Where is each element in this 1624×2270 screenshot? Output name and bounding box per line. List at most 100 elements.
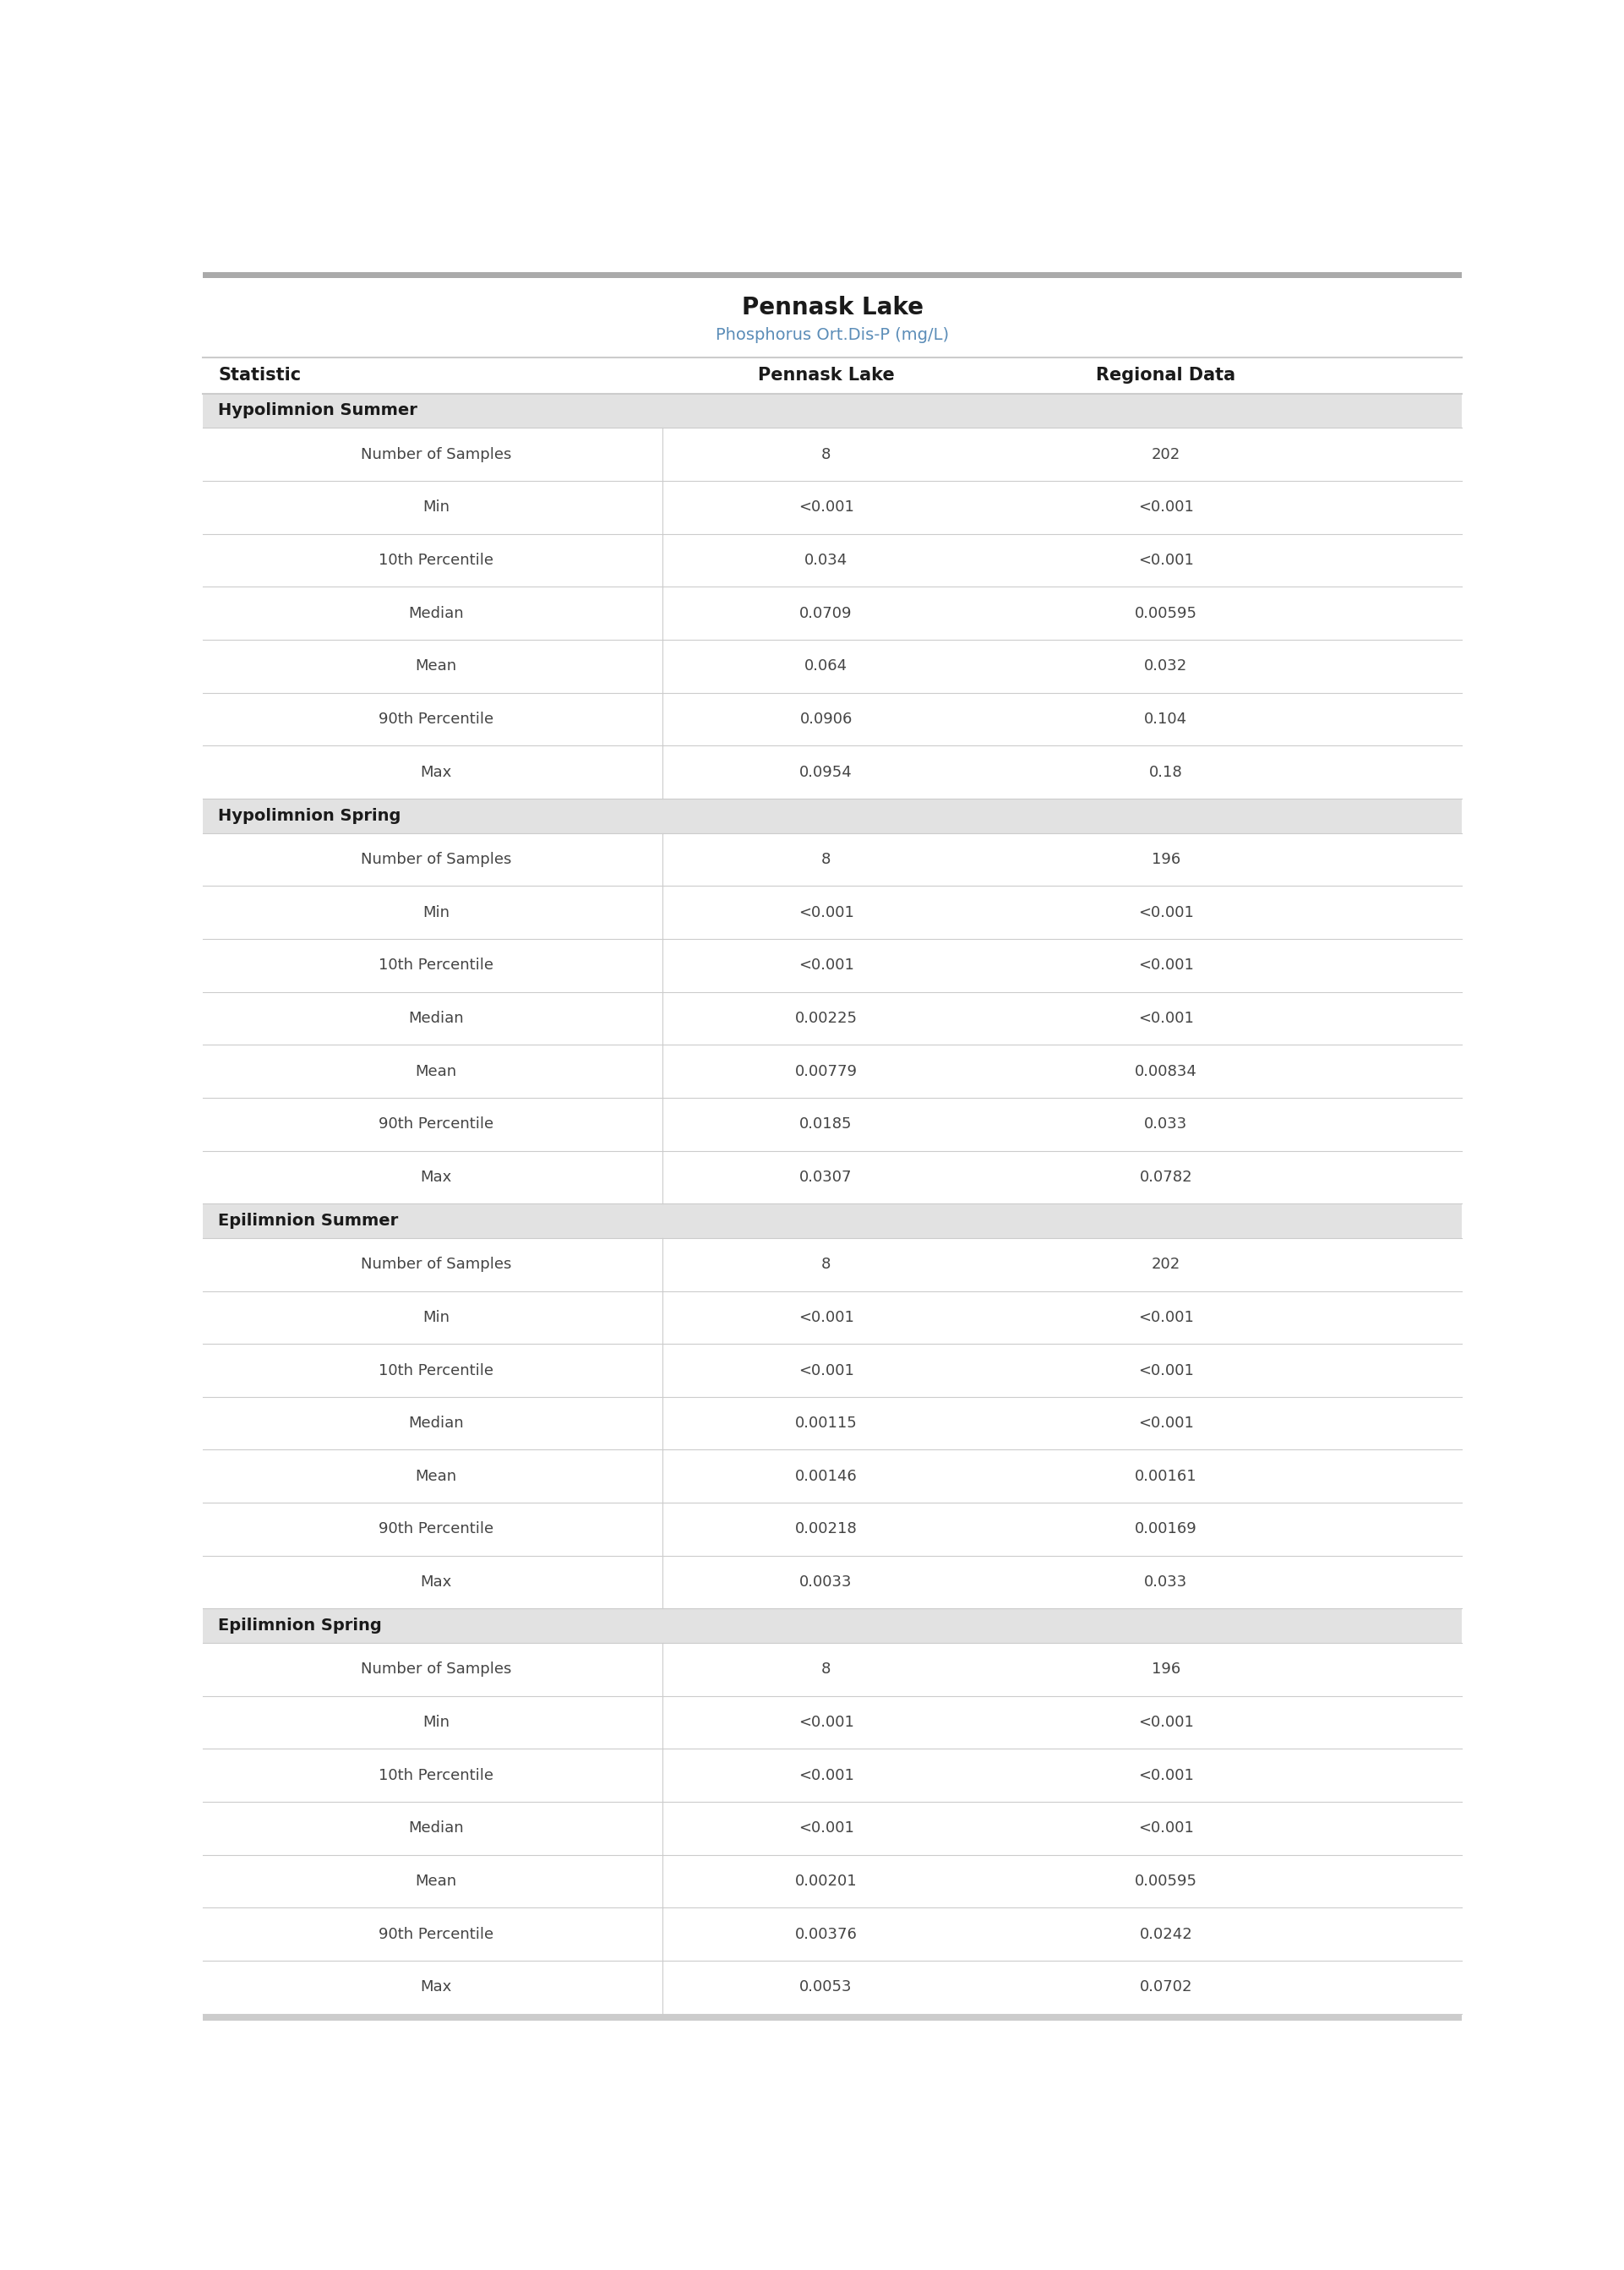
Bar xyxy=(203,429,1462,481)
Bar xyxy=(203,1609,1462,1643)
Text: 0.00225: 0.00225 xyxy=(794,1010,857,1026)
Text: <0.001: <0.001 xyxy=(797,1310,854,1326)
Text: Max: Max xyxy=(421,1979,451,1995)
Bar xyxy=(203,833,1462,885)
Text: <0.001: <0.001 xyxy=(1138,1714,1194,1730)
Text: 0.00779: 0.00779 xyxy=(794,1065,857,1078)
Text: 0.0709: 0.0709 xyxy=(799,606,853,622)
Text: 8: 8 xyxy=(822,1662,831,1678)
Bar xyxy=(203,1802,1462,1855)
Bar xyxy=(203,745,1462,799)
Bar xyxy=(203,1292,1462,1344)
Text: <0.001: <0.001 xyxy=(1138,1310,1194,1326)
Text: <0.001: <0.001 xyxy=(1138,552,1194,568)
Text: Statistic: Statistic xyxy=(218,368,300,384)
Text: Phosphorus Ort.Dis-P (mg/L): Phosphorus Ort.Dis-P (mg/L) xyxy=(716,327,948,343)
Bar xyxy=(203,1396,1462,1451)
Bar xyxy=(203,533,1462,586)
Text: Median: Median xyxy=(408,1010,463,1026)
Text: 10th Percentile: 10th Percentile xyxy=(378,1768,494,1782)
Text: 0.0782: 0.0782 xyxy=(1140,1169,1192,1185)
Text: Min: Min xyxy=(422,1714,450,1730)
Text: 196: 196 xyxy=(1151,1662,1181,1678)
Text: 202: 202 xyxy=(1151,447,1181,463)
Text: Epilimnion Summer: Epilimnion Summer xyxy=(218,1212,398,1228)
Text: 0.00218: 0.00218 xyxy=(794,1521,857,1537)
Text: <0.001: <0.001 xyxy=(1138,1362,1194,1378)
Bar xyxy=(203,1451,1462,1503)
Bar xyxy=(203,1203,1462,1237)
Bar xyxy=(203,393,1462,429)
Text: 0.00161: 0.00161 xyxy=(1135,1469,1197,1485)
Text: 0.00595: 0.00595 xyxy=(1135,606,1197,622)
Text: 90th Percentile: 90th Percentile xyxy=(378,1927,494,1941)
Text: 8: 8 xyxy=(822,1258,831,1271)
Text: 0.033: 0.033 xyxy=(1145,1117,1187,1133)
Text: <0.001: <0.001 xyxy=(1138,1768,1194,1782)
Bar xyxy=(203,1503,1462,1555)
Text: 90th Percentile: 90th Percentile xyxy=(378,1521,494,1537)
Bar xyxy=(203,356,1462,393)
Text: <0.001: <0.001 xyxy=(797,906,854,919)
Bar xyxy=(203,799,1462,833)
Bar xyxy=(203,1099,1462,1151)
Text: Max: Max xyxy=(421,1169,451,1185)
Bar xyxy=(203,1344,1462,1396)
Text: 0.032: 0.032 xyxy=(1145,658,1187,674)
Bar xyxy=(203,481,1462,533)
Text: Mean: Mean xyxy=(416,1469,456,1485)
Text: <0.001: <0.001 xyxy=(797,1714,854,1730)
Text: Mean: Mean xyxy=(416,1065,456,1078)
Text: 90th Percentile: 90th Percentile xyxy=(378,711,494,726)
Text: Number of Samples: Number of Samples xyxy=(361,851,512,867)
Text: 0.0053: 0.0053 xyxy=(799,1979,853,1995)
Text: Epilimnion Spring: Epilimnion Spring xyxy=(218,1619,382,1634)
Text: 0.0307: 0.0307 xyxy=(799,1169,853,1185)
Text: 0.00595: 0.00595 xyxy=(1135,1873,1197,1889)
Bar xyxy=(203,885,1462,940)
Text: <0.001: <0.001 xyxy=(797,1821,854,1836)
Bar xyxy=(203,992,1462,1044)
Text: 0.0954: 0.0954 xyxy=(799,765,853,779)
Bar xyxy=(203,1907,1462,1961)
Bar xyxy=(203,1961,1462,2013)
Bar xyxy=(203,692,1462,745)
Text: 0.0242: 0.0242 xyxy=(1140,1927,1192,1941)
Text: 8: 8 xyxy=(822,851,831,867)
Text: Max: Max xyxy=(421,1575,451,1589)
Bar xyxy=(203,1643,1462,1696)
Text: 0.0033: 0.0033 xyxy=(799,1575,853,1589)
Bar xyxy=(203,640,1462,692)
Text: <0.001: <0.001 xyxy=(1138,958,1194,974)
Text: <0.001: <0.001 xyxy=(1138,499,1194,515)
Text: Number of Samples: Number of Samples xyxy=(361,1662,512,1678)
Text: 196: 196 xyxy=(1151,851,1181,867)
Bar xyxy=(203,1696,1462,1748)
Text: Number of Samples: Number of Samples xyxy=(361,447,512,463)
Text: 0.033: 0.033 xyxy=(1145,1575,1187,1589)
Text: Median: Median xyxy=(408,1821,463,1836)
Text: Mean: Mean xyxy=(416,1873,456,1889)
Text: Max: Max xyxy=(421,765,451,779)
Text: <0.001: <0.001 xyxy=(1138,1010,1194,1026)
Text: <0.001: <0.001 xyxy=(1138,1821,1194,1836)
Text: 0.00834: 0.00834 xyxy=(1135,1065,1197,1078)
Text: 202: 202 xyxy=(1151,1258,1181,1271)
Bar xyxy=(203,1555,1462,1609)
Text: Regional Data: Regional Data xyxy=(1096,368,1236,384)
Text: 0.0906: 0.0906 xyxy=(799,711,853,726)
Bar xyxy=(203,277,1462,356)
Bar xyxy=(203,1748,1462,1802)
Text: <0.001: <0.001 xyxy=(1138,1416,1194,1430)
Text: 8: 8 xyxy=(822,447,831,463)
Text: 0.00146: 0.00146 xyxy=(794,1469,857,1485)
Text: 0.00201: 0.00201 xyxy=(794,1873,857,1889)
Text: 0.00115: 0.00115 xyxy=(794,1416,857,1430)
Text: Mean: Mean xyxy=(416,658,456,674)
Text: <0.001: <0.001 xyxy=(797,499,854,515)
Bar xyxy=(203,1855,1462,1907)
Text: Min: Min xyxy=(422,906,450,919)
Text: 0.00376: 0.00376 xyxy=(794,1927,857,1941)
Text: 0.034: 0.034 xyxy=(804,552,848,568)
Text: 90th Percentile: 90th Percentile xyxy=(378,1117,494,1133)
